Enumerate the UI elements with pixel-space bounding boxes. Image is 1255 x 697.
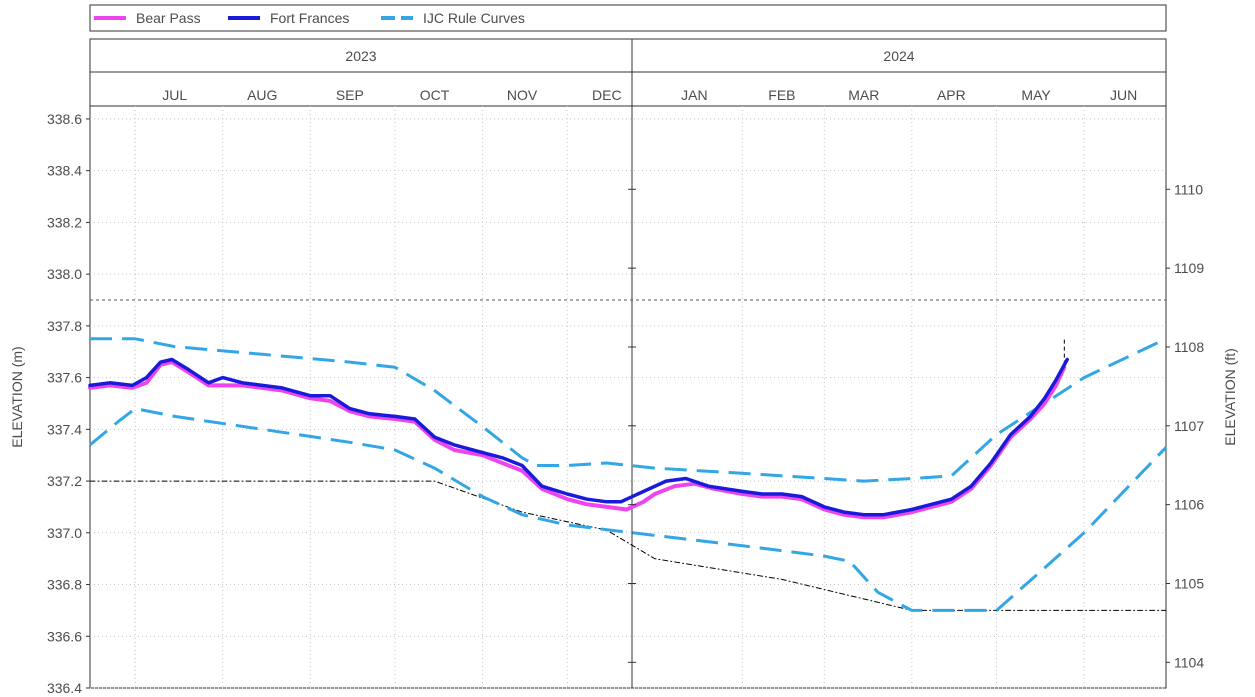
- left-tick-label: 338.4: [47, 163, 82, 179]
- panel-2023: [89, 105, 633, 689]
- legend-box: [89, 4, 1167, 32]
- series-line-ijc-rule-curves-2: [90, 337, 1167, 483]
- series-line-fort-frances-1: [88, 357, 1069, 517]
- month-strip-2023: [89, 71, 633, 107]
- series-line-ijc-rule-curves-3: [89, 407, 1168, 612]
- month-label-jun: JUN: [1110, 87, 1137, 103]
- legend: Bear Pass Fort Frances IJC Rule Curves: [89, 4, 1167, 32]
- month-label-mar: MAR: [848, 87, 879, 103]
- left-tick-label: 337.0: [47, 525, 82, 541]
- year-strip-2024: [631, 38, 1167, 73]
- left-tick-label: 336.8: [47, 577, 82, 593]
- month-label-jan: JAN: [681, 87, 707, 103]
- reference-lines: [90, 299, 1166, 365]
- month-strip-2024: [631, 71, 1167, 107]
- left-tick-label: 337.4: [47, 421, 82, 437]
- right-tick-label: 1110: [1174, 181, 1203, 197]
- right-tick-label: 1104: [1174, 654, 1204, 670]
- right-axis: 1104 1105 1106 1107 1108 1109 1110: [628, 181, 1204, 670]
- left-tick-label: 336.6: [47, 628, 82, 644]
- y-axis-right-label: ELEVATION (ft): [1222, 348, 1238, 446]
- right-tick-label: 1108: [1174, 339, 1204, 355]
- left-axis: 336.4 336.6 336.8 337.0 337.2 337.4 337.6 337.8…: [47, 111, 90, 696]
- left-tick-label: 338.0: [47, 266, 82, 282]
- left-tick-label: 336.4: [47, 680, 82, 696]
- year-label-2023: 2023: [345, 48, 376, 64]
- month-label-sep: SEP: [336, 87, 364, 103]
- panel-2024: [631, 105, 1167, 689]
- month-label-jul: JUL: [162, 87, 187, 103]
- right-tick-label: 1107: [1174, 418, 1204, 434]
- right-tick-label: 1105: [1174, 575, 1204, 591]
- month-label-apr: APR: [937, 87, 966, 103]
- month-label-may: MAY: [1021, 87, 1051, 103]
- plot-area: 336.4 336.6 336.8 337.0 337.2 337.4 337.6 337.8…: [47, 105, 1204, 696]
- left-tick-label: 337.8: [47, 318, 82, 334]
- gridlines: [90, 106, 1166, 689]
- left-tick-label: 338.2: [47, 214, 82, 230]
- month-labels: JUL AUG SEP OCT NOV DEC JAN FEB MAR APR MAY JUN: [162, 87, 1137, 103]
- series-line-bear-pass-0: [88, 360, 1067, 520]
- left-tick-label: 337.6: [47, 370, 82, 386]
- right-tick-label: 1106: [1174, 497, 1204, 513]
- panel-headers: 2023 2024 JUL AUG SEP OCT NOV DEC JAN FEB MAR APR…: [89, 38, 1167, 107]
- y-axis-left-label: ELEVATION (m): [9, 346, 25, 447]
- legend-label-bear-pass: Bear Pass: [136, 10, 201, 26]
- month-label-nov: NOV: [507, 87, 538, 103]
- series-line-reference-curve-4: [89, 480, 1167, 611]
- left-tick-label: 337.2: [47, 473, 82, 489]
- series-layer: [88, 337, 1168, 612]
- month-label-aug: AUG: [247, 87, 277, 103]
- right-tick-label: 1109: [1174, 260, 1204, 276]
- month-label-feb: FEB: [768, 87, 795, 103]
- month-label-oct: OCT: [420, 87, 450, 103]
- left-tick-label: 338.6: [47, 111, 82, 127]
- legend-label-fort-frances: Fort Frances: [270, 10, 349, 26]
- month-label-dec: DEC: [592, 87, 622, 103]
- legend-label-ijc-rule-curves: IJC Rule Curves: [423, 10, 525, 26]
- year-label-2024: 2024: [883, 48, 914, 64]
